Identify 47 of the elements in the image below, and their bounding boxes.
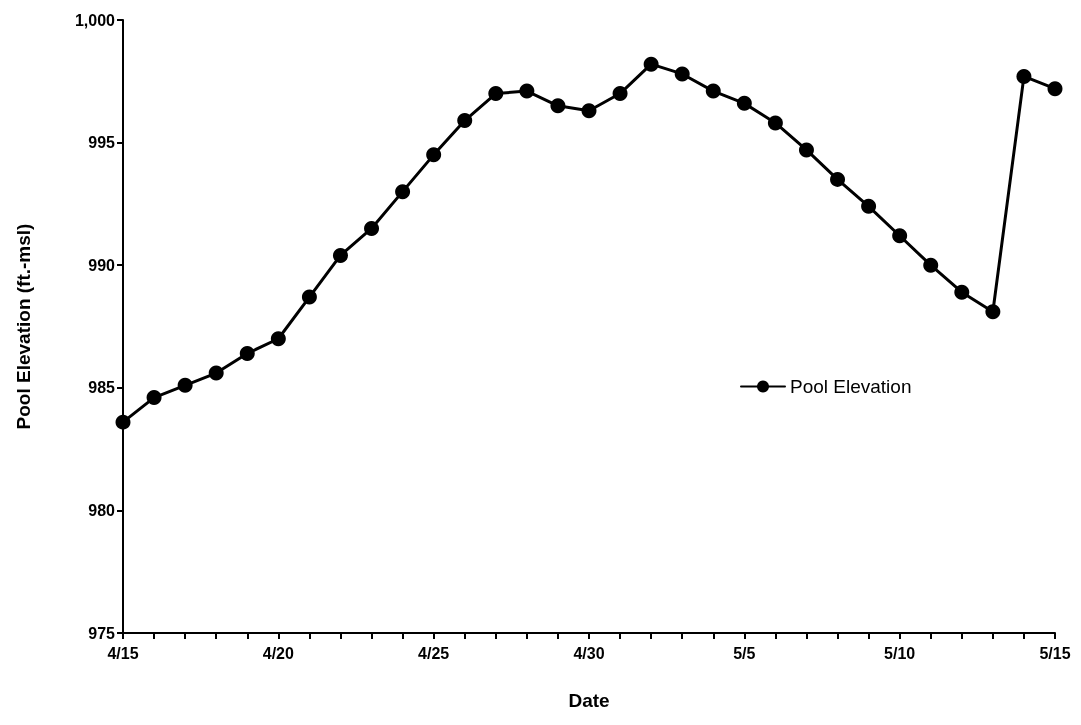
x-tick-label: 5/15 (1039, 644, 1071, 662)
point (1047, 81, 1063, 97)
y-tick-label: 995 (88, 134, 116, 152)
y-tick-label: 975 (88, 624, 116, 642)
point (1016, 68, 1032, 84)
point (861, 198, 877, 214)
point (488, 86, 504, 102)
x-axis-title: Date (568, 690, 610, 711)
point (457, 113, 473, 129)
point (270, 331, 286, 347)
y-axis-title: Pool Elevation (ft.-msl) (13, 223, 34, 430)
x-tick-label: 4/20 (262, 644, 295, 662)
point (550, 98, 566, 114)
point (954, 284, 970, 300)
point (332, 247, 348, 263)
x-tick-label: 4/15 (107, 644, 139, 662)
point (581, 103, 597, 119)
point (519, 83, 535, 99)
x-tick-label: 5/10 (884, 644, 916, 662)
x-tick-label: 4/30 (573, 644, 605, 662)
legend-label: Pool Elevation (790, 376, 912, 397)
y-tick-label: 980 (88, 501, 116, 519)
point (985, 304, 1001, 320)
point (146, 390, 162, 406)
point (767, 115, 783, 131)
point (643, 56, 659, 72)
point (830, 171, 846, 187)
point (736, 95, 752, 111)
point (892, 228, 908, 244)
point (395, 184, 411, 200)
point (208, 365, 224, 381)
point (705, 83, 721, 99)
point (115, 414, 131, 430)
point (612, 86, 628, 102)
point (364, 220, 380, 236)
y-tick-label: 990 (88, 256, 116, 274)
point (177, 377, 193, 393)
point (239, 345, 255, 361)
point (674, 66, 690, 82)
y-tick-label: 1,000 (74, 11, 116, 29)
x-tick-label: 5/5 (733, 644, 756, 662)
point (923, 257, 939, 273)
y-tick-label: 985 (88, 379, 116, 397)
point (426, 147, 442, 163)
x-tick-label: 4/25 (418, 644, 450, 662)
point (798, 142, 814, 158)
point (301, 289, 317, 305)
